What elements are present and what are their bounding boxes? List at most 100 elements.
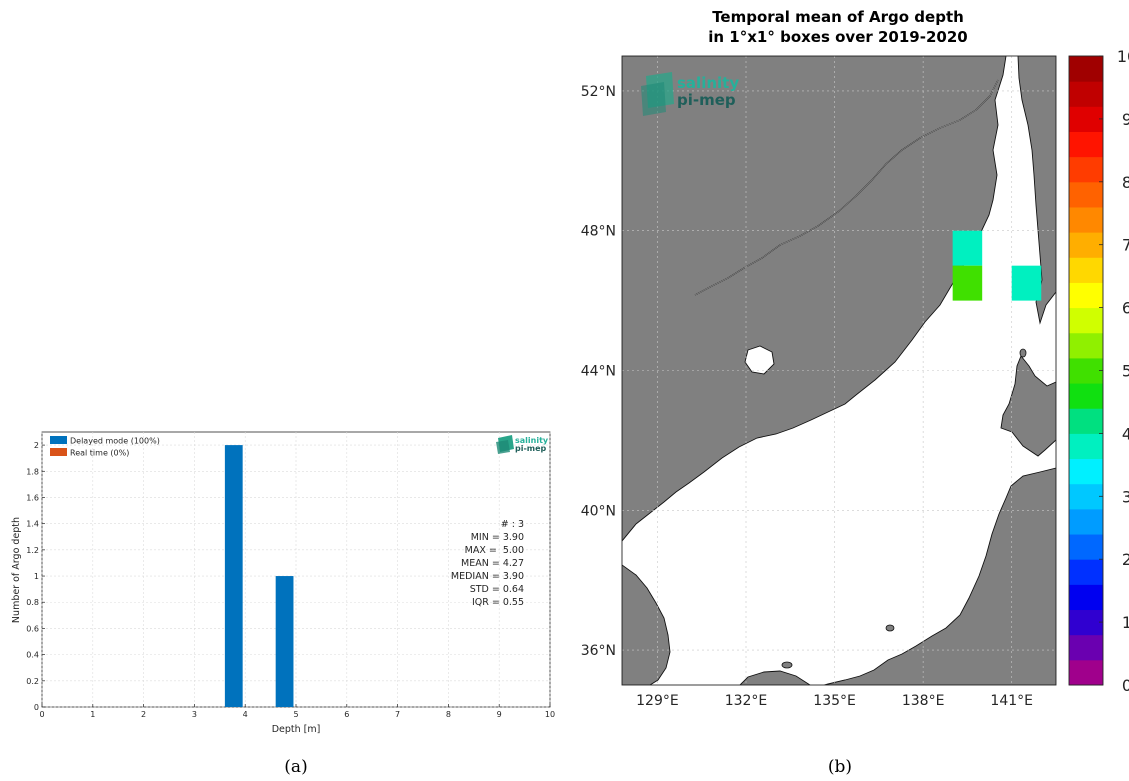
colorbar-segment: [1069, 56, 1103, 82]
stat-mean: MEAN = 4.27: [461, 558, 524, 569]
map-data-cell: [952, 230, 983, 266]
histogram-bar: [224, 445, 243, 707]
map-frame: [621, 55, 1057, 686]
land-kyushu: [739, 670, 811, 685]
legend-swatch-realtime: [50, 448, 67, 456]
colorbar-tick-label: 1: [1122, 613, 1129, 632]
island-sado: [781, 661, 793, 669]
colorbar-segment: [1069, 357, 1103, 384]
colorbar-segment: [1069, 534, 1103, 560]
colorbar: [1069, 56, 1103, 686]
map-panel: Temporal mean of Argo depth in 1°x1° box…: [581, 8, 1129, 777]
colorbar-segment: [1069, 659, 1103, 686]
colorbar-segment: [1069, 483, 1103, 510]
longitude-tick-label: 132°E: [725, 693, 768, 709]
colorbar-segment: [1069, 408, 1103, 434]
histogram-x-axis-label: Depth [m]: [272, 724, 321, 735]
colorbar-segment: [1069, 383, 1103, 409]
colorbar-segment: [1069, 307, 1103, 334]
salinity-pimep-logo: salinity pi-mep: [641, 72, 739, 116]
map-grid: [622, 56, 1056, 685]
latitude-tick-label: 52°N: [581, 84, 616, 100]
colorbar-tick-label: 0: [1122, 676, 1129, 695]
legend-label-realtime: Real time (0%): [70, 449, 129, 458]
map-data-cell: [952, 265, 983, 301]
x-tick-label: 1: [90, 710, 95, 719]
histogram-y-ticks: 0 0.2 0.4 0.6 0.8 1 1.2 1.4 1.6 1.8 2: [26, 441, 45, 712]
colorbar-segment: [1069, 634, 1103, 661]
y-tick-label: 1.6: [26, 493, 39, 502]
latitude-tick-label: 44°N: [581, 364, 616, 380]
stat-max: MAX = 5.00: [465, 545, 524, 556]
map-title-line1: Temporal mean of Argo depth: [712, 8, 964, 26]
latitude-tick-label: 36°N: [581, 643, 616, 659]
histogram-panel: 0 1 2 3 4 5 6 7 8 9 10 0 0.2 0.4 0.6 0.8 1 1.2 1.4 1.6 1.8 2…: [11, 431, 555, 777]
longitude-tick-label: 135°E: [813, 693, 856, 709]
y-tick-label: 1.8: [26, 467, 39, 476]
colorbar-tick-label: 8: [1122, 173, 1129, 192]
map-latitude-ticks: 52°N 48°N 44°N 40°N 36°N: [581, 84, 616, 659]
map-content: [622, 56, 1056, 685]
x-tick-label: 4: [243, 710, 248, 719]
stat-iqr: IQR = 0.55: [472, 597, 524, 608]
river-amur-inner: [694, 79, 999, 296]
x-tick-label: 6: [344, 710, 349, 719]
latitude-tick-label: 40°N: [581, 503, 616, 519]
y-tick-label: 1.2: [26, 546, 39, 555]
island-rishiri: [1019, 348, 1027, 358]
land-sakhalin: [1017, 56, 1056, 325]
colorbar-segment: [1069, 433, 1103, 460]
histogram-x-ticks: 0 1 2 3 4 5 6 7 8 9 10: [39, 704, 555, 719]
colorbar-segment: [1069, 181, 1103, 208]
y-tick-label: 0.4: [26, 651, 39, 660]
x-tick-label: 5: [293, 710, 298, 719]
y-tick-label: 1.4: [26, 520, 39, 529]
y-tick-label: 0.6: [26, 624, 39, 633]
y-tick-label: 2: [34, 441, 39, 450]
x-tick-label: 0: [39, 710, 44, 719]
x-tick-label: 9: [497, 710, 502, 719]
x-tick-label: 10: [545, 710, 555, 719]
histogram-grid: [41, 432, 551, 708]
x-tick-label: 3: [192, 710, 197, 719]
colorbar-segment: [1069, 81, 1103, 107]
x-tick-label: 8: [446, 710, 451, 719]
logo-text-line1: salinity: [515, 436, 549, 445]
y-tick-label: 0.8: [26, 598, 39, 607]
colorbar-segment: [1069, 282, 1103, 309]
x-tick-label: 7: [395, 710, 400, 719]
colorbar-tick-label: 6: [1122, 299, 1129, 318]
colorbar-tick-label: 10: [1117, 47, 1129, 66]
colorbar-tick-label: 4: [1122, 424, 1129, 443]
colorbar-segment: [1069, 206, 1103, 233]
island-oki: [885, 624, 895, 632]
colorbar-tick-label: 5: [1122, 362, 1129, 381]
logo-text-line2: pi-mep: [677, 91, 736, 109]
colorbar-segment: [1069, 584, 1103, 611]
y-tick-label: 1: [34, 572, 39, 581]
colorbar-segment: [1069, 232, 1103, 258]
land-asia: [622, 56, 1007, 542]
longitude-tick-label: 129°E: [636, 693, 679, 709]
panel-label-b: (b): [828, 757, 852, 777]
panel-label-a: (a): [284, 757, 307, 777]
histogram-legend: Delayed mode (100%) Real time (0%): [50, 436, 160, 458]
logo-text-line1: salinity: [677, 74, 739, 92]
map-title-line2: in 1°x1° boxes over 2019-2020: [708, 28, 967, 46]
stat-std: STD = 0.64: [470, 584, 524, 595]
salinity-pimep-logo-small: salinity pi-mep: [496, 435, 549, 454]
colorbar-segment: [1069, 131, 1103, 158]
logo-text-line2: pi-mep: [515, 444, 547, 453]
histogram-y-axis-label: Number of Argo depth: [11, 517, 22, 623]
legend-label-delayed: Delayed mode (100%): [70, 437, 160, 446]
legend-swatch-delayed: [50, 436, 67, 444]
land-korea: [622, 564, 671, 685]
colorbar-segment: [1069, 609, 1103, 636]
land-hokkaido: [1000, 355, 1056, 457]
y-tick-label: 0.2: [26, 677, 39, 686]
colorbar-tick-label: 2: [1122, 550, 1129, 569]
histogram-bars: [224, 445, 294, 707]
map-data-cell: [1011, 265, 1042, 301]
colorbar-segment: [1069, 257, 1103, 283]
